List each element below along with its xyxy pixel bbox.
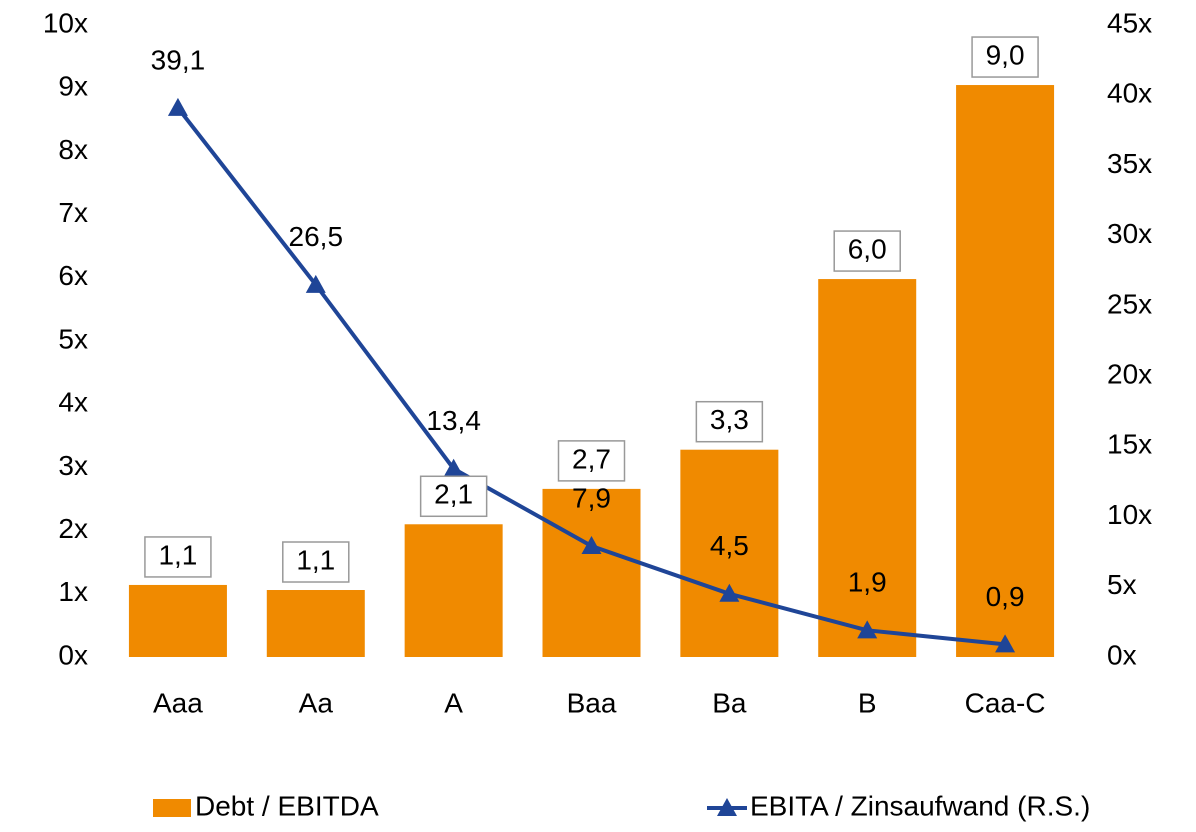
y2-tick-label: 40x [1107,78,1152,109]
data-label-box [833,230,901,272]
bar [680,449,779,657]
y-tick-label: 2x [58,513,88,544]
y-tick-label: 4x [58,387,88,418]
bar [266,590,365,657]
y-tick-label: 0x [58,639,88,670]
data-label: 13,4 [426,405,481,436]
y2-tick-label: 15x [1107,429,1152,460]
y-tick-label: 7x [58,197,88,228]
x-tick-label: B [858,687,877,718]
bar [128,584,227,657]
x-tick-label: Aaa [153,687,203,718]
line-marker [167,97,188,116]
y-tick-label: 10x [43,7,88,38]
y-tick-label: 3x [58,450,88,481]
data-label: 2,1 [434,479,473,510]
x-tick-label: Aa [299,687,334,718]
bar [956,85,1055,658]
legend-marker [717,798,737,816]
legend-label: Debt / EBITDA [195,790,379,821]
y-tick-label: 6x [58,260,88,291]
data-label: 26,5 [289,221,344,252]
y2-tick-label: 5x [1107,569,1137,600]
bar [818,279,917,657]
y2-tick-label: 20x [1107,359,1152,390]
x-tick-label: A [444,687,463,718]
data-label-box [282,541,350,583]
data-label: 2,7 [572,443,611,474]
y-tick-label: 8x [58,134,88,165]
line-marker [305,274,326,293]
line-marker [443,458,464,477]
data-label: 7,9 [572,482,611,513]
x-tick-label: Ba [712,687,747,718]
y2-tick-label: 30x [1107,218,1152,249]
line-marker [857,620,878,639]
data-label: 39,1 [151,44,206,75]
legend-label: EBITA / Zinsaufwand (R.S.) [750,790,1090,821]
bar [542,488,641,657]
data-label-box [557,440,626,482]
x-tick-label: Baa [567,687,617,718]
legend-swatch [153,799,191,817]
line-marker [719,583,740,602]
data-label: 1,9 [848,567,887,598]
data-label-box [971,36,1039,78]
y-tick-label: 5x [58,323,88,354]
y-tick-label: 1x [58,576,88,607]
data-label: 1,1 [158,539,197,570]
data-label: 3,3 [710,404,749,435]
y2-tick-label: 45x [1107,7,1152,38]
data-label: 0,9 [986,581,1025,612]
data-label: 6,0 [848,233,887,264]
data-label: 4,5 [710,530,749,561]
line-marker [995,634,1016,653]
y2-tick-label: 0x [1107,639,1137,670]
data-label-box [419,475,488,518]
line-marker [581,536,602,555]
data-label-box [144,536,212,578]
data-label-box [695,400,764,443]
bar [404,524,503,657]
data-label: 1,1 [296,544,335,575]
y2-tick-label: 35x [1107,148,1152,179]
y2-tick-label: 25x [1107,288,1152,319]
data-label: 9,0 [986,39,1025,70]
y-tick-label: 9x [58,71,88,102]
y2-tick-label: 10x [1107,499,1152,530]
x-tick-label: Caa-C [965,687,1046,718]
